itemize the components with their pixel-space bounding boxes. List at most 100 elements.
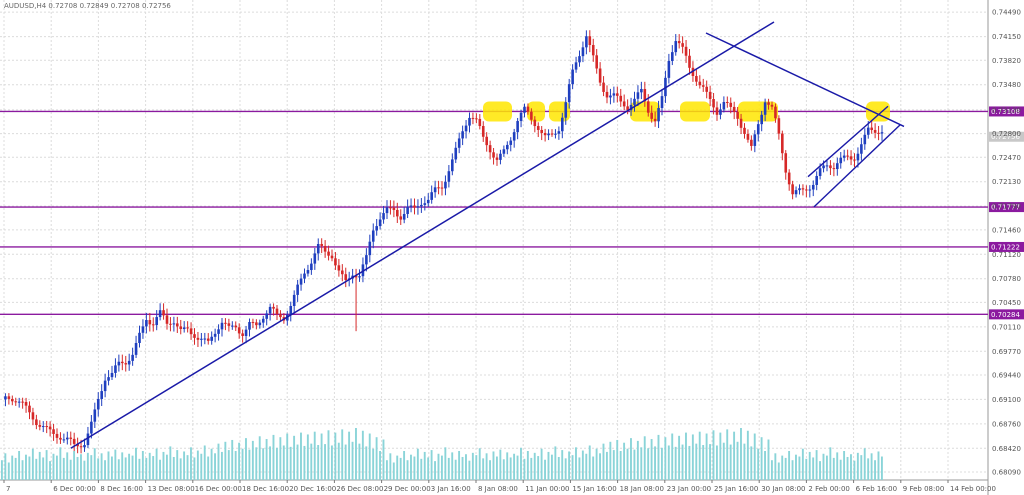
candle-body xyxy=(141,326,145,333)
candle-body xyxy=(375,226,378,231)
candle-body xyxy=(86,433,90,446)
volume-bar xyxy=(361,430,364,480)
candle-body xyxy=(11,398,14,402)
volume-bar xyxy=(224,441,227,480)
volume-bar xyxy=(808,451,811,480)
volume-bar xyxy=(200,453,203,480)
channel-lower-line xyxy=(813,124,901,208)
horizontal-levels: 0.73108 0.71777 0.71222 0.70284 0.72756 xyxy=(0,106,1024,320)
volume-bar xyxy=(286,433,289,480)
candle-body xyxy=(4,396,7,400)
volume-bar xyxy=(451,452,454,480)
volume-bar xyxy=(90,455,93,480)
volume-bar xyxy=(647,448,650,480)
time-axis: 7 6 Dec 00:00 8 Dec 16:00 13 Dec 08:00 16 De… xyxy=(3,480,996,493)
candle-body xyxy=(612,93,616,96)
candle-body xyxy=(344,274,348,280)
x-tick-label: 8 Dec 16:00 xyxy=(100,485,143,493)
candle-body xyxy=(72,438,76,444)
volume-bar xyxy=(220,451,223,480)
volume-bar xyxy=(678,435,681,480)
candle-body xyxy=(413,205,416,208)
volume-bar xyxy=(654,446,656,480)
volume-bar xyxy=(660,447,663,480)
candle-body xyxy=(62,439,66,441)
volume-bar xyxy=(169,446,172,480)
candle-body xyxy=(396,209,399,217)
candle-body xyxy=(341,270,344,275)
volume-bar xyxy=(829,447,832,480)
chart-header: AUDUSD,H4 0.72708 0.72849 0.72708 0.7275… xyxy=(4,2,171,10)
volume-bar xyxy=(547,451,550,480)
candle-body xyxy=(839,157,843,164)
highlight-mark xyxy=(738,101,778,122)
candle-body xyxy=(45,426,48,428)
volume-bar xyxy=(733,431,736,480)
candle-body xyxy=(688,55,691,68)
candle-body xyxy=(726,101,729,103)
candle-body xyxy=(653,118,657,122)
candle-body xyxy=(609,95,612,98)
candle-body xyxy=(237,327,241,334)
volume-bar xyxy=(609,441,612,480)
y-tick-label: 0.73820 xyxy=(992,57,1021,65)
candle-body xyxy=(536,126,540,130)
y-tick-label: 0.74490 xyxy=(992,9,1021,17)
level-price-tag xyxy=(989,202,1024,213)
volume-bar xyxy=(193,457,196,480)
candle-body xyxy=(52,429,55,434)
volume-bar xyxy=(334,432,337,480)
y-tick-label: 0.71120 xyxy=(992,251,1021,259)
candle-body xyxy=(543,132,547,136)
volume-bar xyxy=(740,428,742,480)
candle-body xyxy=(554,133,557,135)
candle-body xyxy=(358,276,361,278)
candle-body xyxy=(519,112,523,122)
volume-bar xyxy=(18,451,21,480)
volume-bar xyxy=(59,447,62,480)
volume-bar xyxy=(207,456,210,480)
y-tick-label: 0.72130 xyxy=(992,178,1021,186)
x-tick-label: 8 Jan 08:00 xyxy=(478,485,518,493)
volume-bar xyxy=(788,451,791,480)
candle-body xyxy=(127,360,131,365)
volume-bar xyxy=(533,452,536,480)
volume-bar xyxy=(423,451,426,480)
candle-body xyxy=(478,118,482,127)
candle-body xyxy=(708,91,712,100)
candle-body xyxy=(426,199,430,204)
candle-body xyxy=(636,92,640,99)
volume-bar xyxy=(685,432,687,480)
volume-bar xyxy=(392,462,395,480)
volume-bar xyxy=(557,456,560,480)
candle-body xyxy=(399,216,403,220)
volume-bar xyxy=(28,456,31,480)
candle-body xyxy=(571,69,574,85)
candle-body xyxy=(289,305,293,315)
x-tick-label: 16 Dec 00:00 xyxy=(195,485,242,493)
volume-bar xyxy=(183,451,186,480)
volume-bar xyxy=(210,448,213,480)
candle-body xyxy=(770,104,774,107)
candle-body xyxy=(320,244,323,246)
candle-body xyxy=(17,401,21,403)
candle-body xyxy=(303,273,306,279)
candle-body xyxy=(657,108,660,122)
candle-body xyxy=(492,152,495,158)
candle-body xyxy=(567,84,571,103)
candle-body xyxy=(121,361,124,364)
candle-body xyxy=(585,36,588,48)
volume-bar xyxy=(571,455,574,480)
volume-bar xyxy=(275,447,278,480)
candle-body xyxy=(217,329,220,334)
candle-body xyxy=(151,324,155,326)
candle-body xyxy=(258,322,262,326)
x-tick-label: 15 Jan 16:00 xyxy=(572,485,616,493)
candle-body xyxy=(454,147,458,160)
volume-bar xyxy=(265,439,268,480)
candle-body xyxy=(736,112,739,119)
volume-bar xyxy=(66,452,69,480)
candle-body xyxy=(134,342,138,355)
candle-body xyxy=(674,41,678,53)
volume-bar xyxy=(509,457,512,480)
